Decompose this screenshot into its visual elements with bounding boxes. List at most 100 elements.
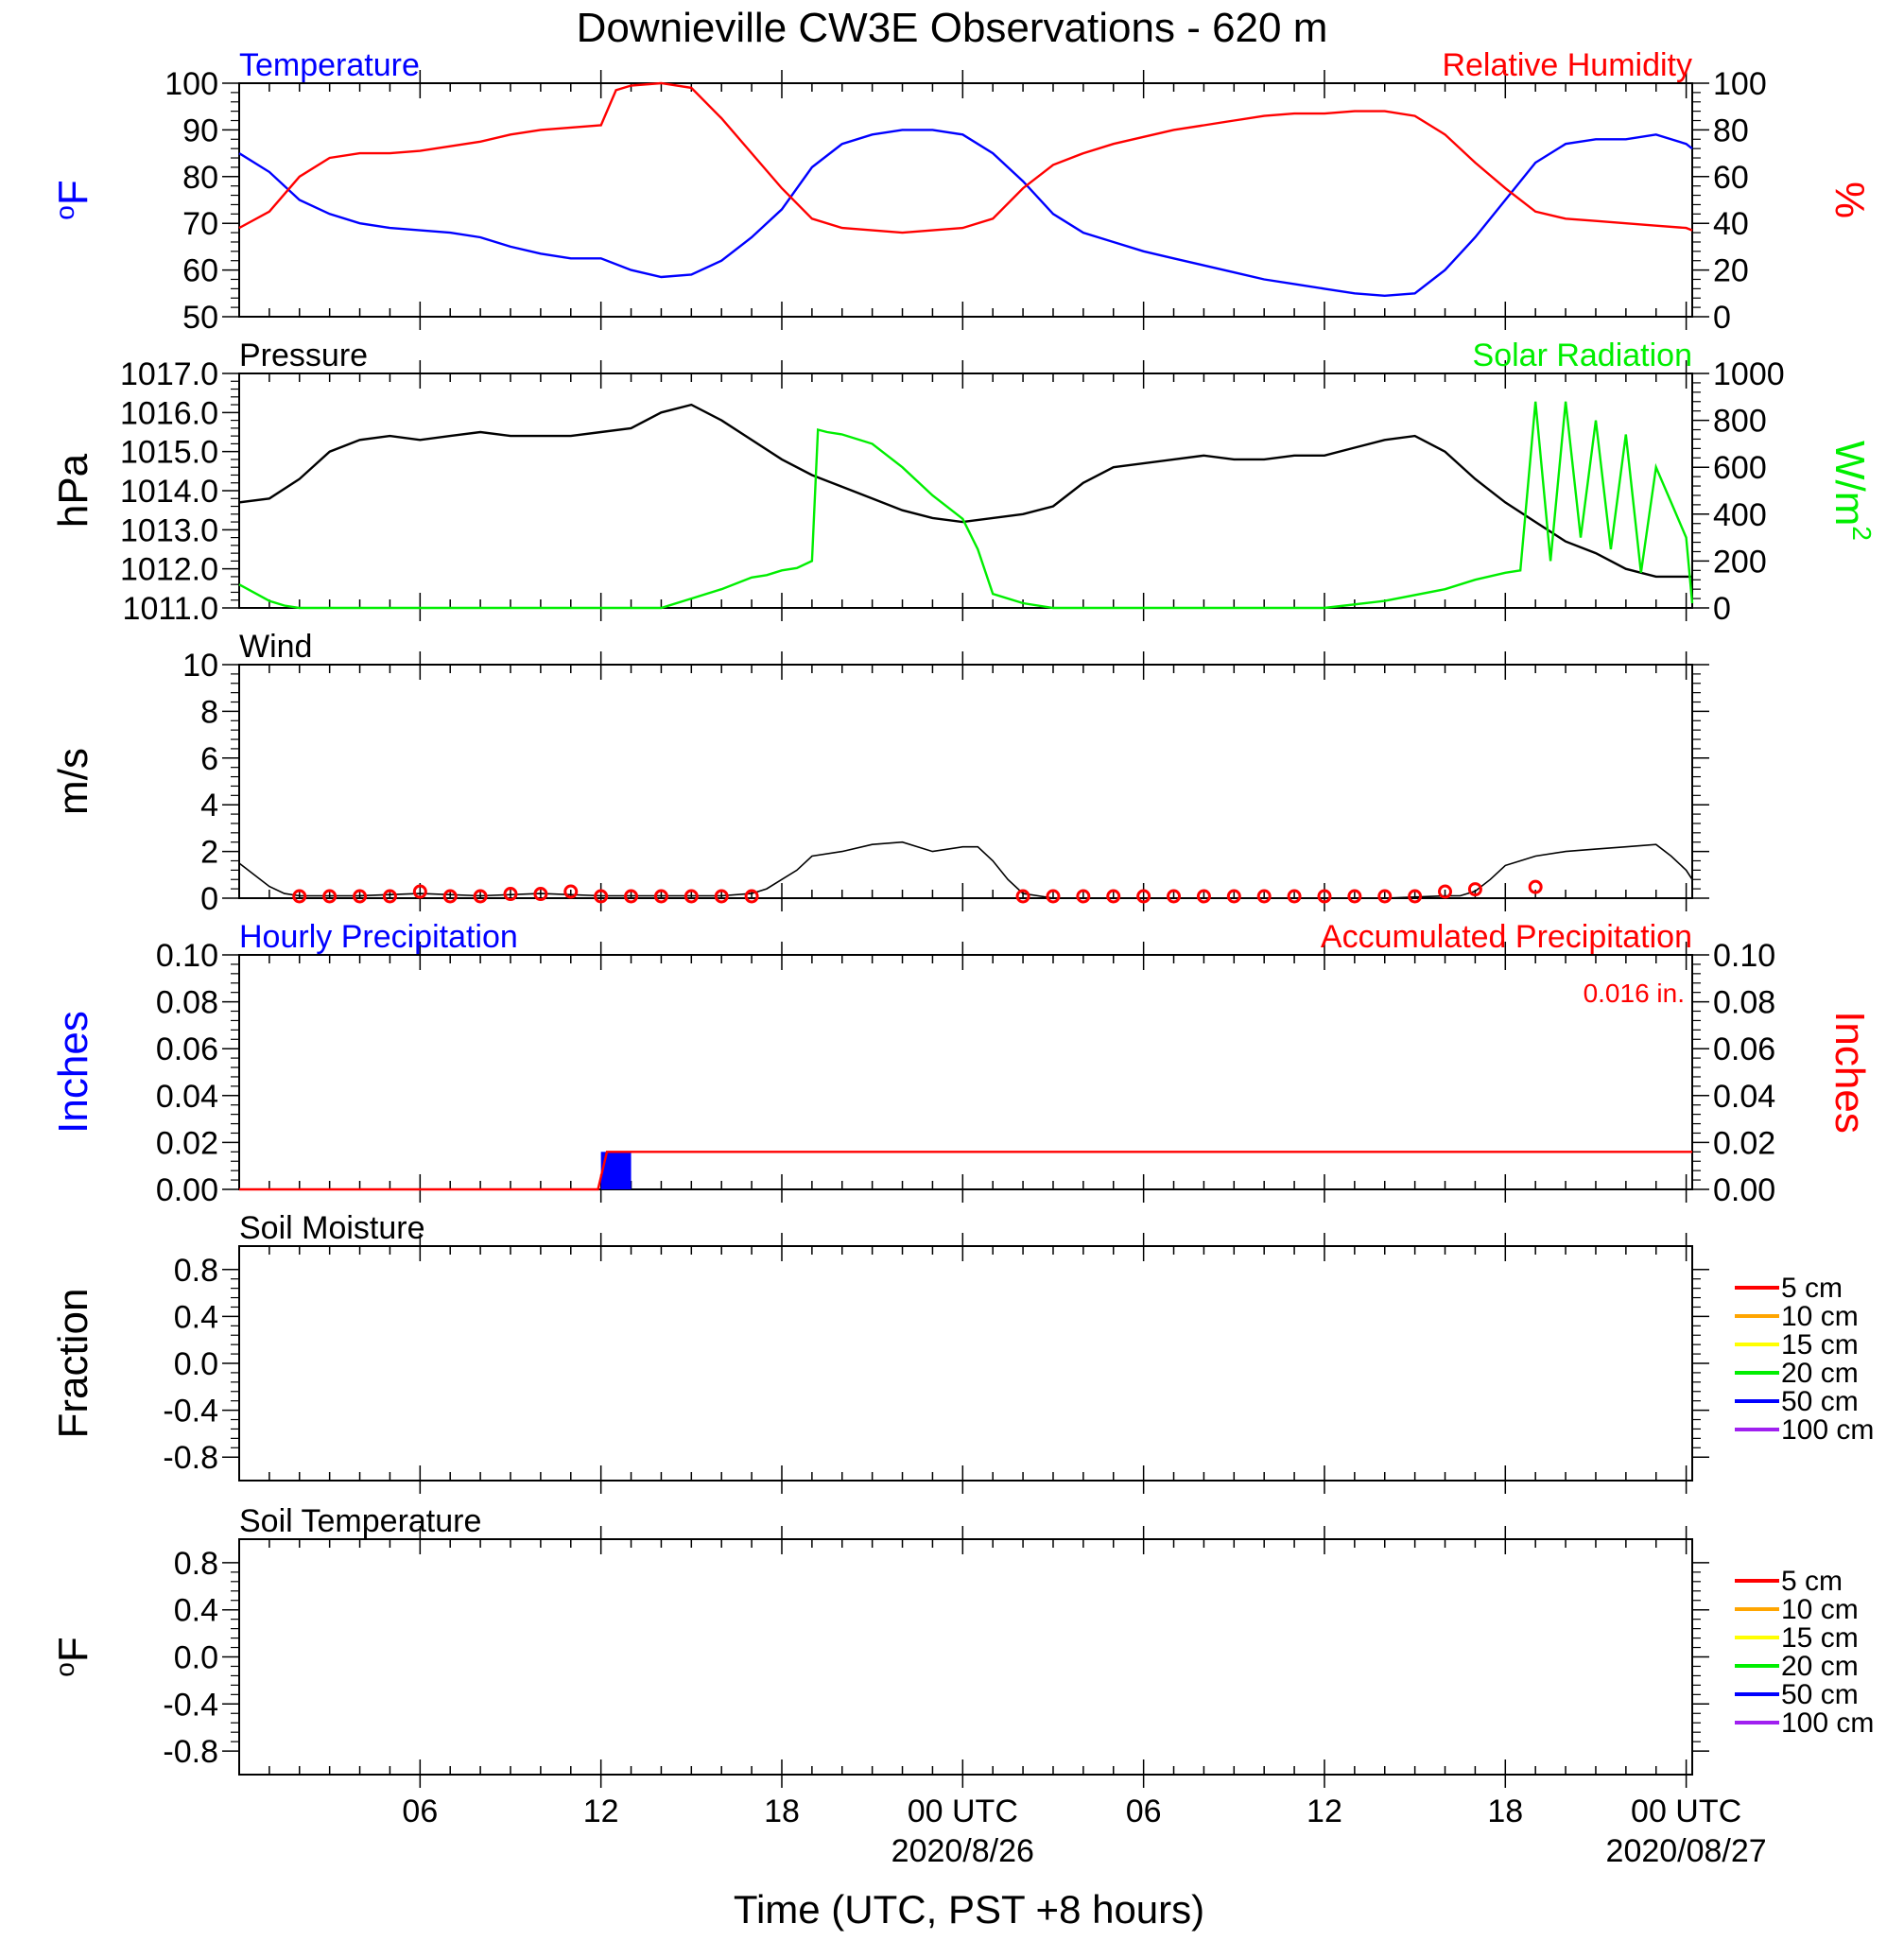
series-line-temperature xyxy=(238,129,1693,298)
wind-barb-marker xyxy=(382,889,397,904)
wind-barb-marker xyxy=(1167,889,1182,904)
y-tick-label-left: 90 xyxy=(182,113,218,148)
y-tick-label-left: 1013.0 xyxy=(120,512,218,548)
panel-title-right: Relative Humidity xyxy=(1442,47,1692,83)
x-date-label: 2020/8/26 xyxy=(891,1833,1034,1869)
legend-label: 5 cm xyxy=(1781,1566,1843,1597)
y-tick-label-left: 4 xyxy=(200,788,218,823)
y-axis-label-right: Inches xyxy=(1826,1011,1873,1134)
legend-label: 10 cm xyxy=(1781,1301,1859,1332)
legend-label: 20 cm xyxy=(1781,1358,1859,1389)
y-axis-label-right: W/m2 xyxy=(1826,441,1877,541)
plot-frame xyxy=(238,664,1693,899)
y-tick-label-left: 0.8 xyxy=(174,1546,218,1582)
wind-barb-marker xyxy=(1317,889,1332,904)
wind-barb-marker xyxy=(624,889,639,904)
legend-label: 20 cm xyxy=(1781,1651,1859,1682)
y-tick-label-right: 40 xyxy=(1713,206,1749,242)
wind-barb-marker xyxy=(1287,889,1302,904)
series-line-accum_precip xyxy=(239,1151,1692,1191)
y-tick-label-left: 0.06 xyxy=(156,1031,218,1067)
y-axis-label-left: Inches xyxy=(50,1011,96,1134)
panel-title-left: Soil Temperature xyxy=(239,1503,481,1539)
series-line-solar xyxy=(238,401,1694,610)
wind-barb-marker xyxy=(1106,889,1121,904)
chart-title: Downieville CW3E Observations - 620 m xyxy=(577,5,1328,51)
y-tick-label-left: -0.8 xyxy=(163,1734,218,1770)
x-tick-label: 00 UTC xyxy=(1631,1794,1741,1829)
y-tick-label-left: 80 xyxy=(182,160,218,196)
wind-barb-marker xyxy=(1015,889,1030,904)
y-tick-label-left: 10 xyxy=(182,648,218,684)
wind-barb-marker xyxy=(1528,879,1543,894)
legend-label: 100 cm xyxy=(1781,1707,1874,1739)
wind-barb-marker xyxy=(1256,889,1272,904)
legend-label: 50 cm xyxy=(1781,1386,1859,1417)
legend-label: 15 cm xyxy=(1781,1622,1859,1654)
y-tick-label-left: -0.4 xyxy=(163,1687,218,1723)
panel-wind: 0 2 4 6 8 10 Wind m/s xyxy=(50,629,1709,917)
panel-title-right: Solar Radiation xyxy=(1473,338,1692,373)
y-tick-label-left: -0.8 xyxy=(163,1440,218,1476)
y-tick-label-right: 200 xyxy=(1713,544,1767,580)
panel-temp-rh: 50 60 70 80 90 100 0 20 40 60 80 100 Temperature Rela… xyxy=(50,47,1873,336)
wind-barb-marker xyxy=(1226,889,1241,904)
wind-barb-marker xyxy=(653,889,668,904)
y-axis-label-left: oF xyxy=(50,1637,96,1676)
wind-barb-marker xyxy=(1076,889,1091,904)
y-tick-label-right: 0 xyxy=(1713,591,1731,627)
plot-frame xyxy=(238,82,1693,318)
y-tick-label-left: 0.4 xyxy=(174,1299,218,1335)
y-tick-label-right: 0.08 xyxy=(1713,985,1775,1021)
wind-barb-marker xyxy=(533,887,548,902)
legend-label: 50 cm xyxy=(1781,1679,1859,1710)
series-line-pressure xyxy=(238,403,1692,579)
wind-barb-marker xyxy=(442,889,458,904)
wind-barb-marker xyxy=(353,889,368,904)
panel-title-left: Pressure xyxy=(239,338,368,373)
y-tick-label-right: 20 xyxy=(1713,253,1749,289)
series-line-wind xyxy=(238,841,1693,899)
plot-frame xyxy=(238,954,1693,1190)
y-tick-label-left: 70 xyxy=(182,206,218,242)
y-tick-label-right: 0.06 xyxy=(1713,1031,1775,1067)
y-tick-label-right: 400 xyxy=(1713,497,1767,533)
wind-barb-marker xyxy=(1136,889,1151,904)
x-axis-label: Time (UTC, PST +8 hours) xyxy=(734,1887,1204,1932)
wind-barb-marker xyxy=(503,887,518,902)
panel-soil-moisture: -0.8 -0.4 0.0 0.4 0.8 Soil Moisture Fraction 5 … xyxy=(50,1210,1874,1494)
y-tick-label-left: 0.8 xyxy=(174,1253,218,1289)
y-axis-label-left: m/s xyxy=(50,748,96,815)
y-tick-label-left: 1011.0 xyxy=(123,591,218,627)
y-tick-label-left: 1017.0 xyxy=(120,356,218,392)
y-tick-label-left: 0.08 xyxy=(156,985,218,1021)
legend-label: 5 cm xyxy=(1781,1273,1843,1304)
wind-barb-marker xyxy=(1377,889,1393,904)
wind-barb-marker xyxy=(1046,889,1061,904)
y-axis-label-right: % xyxy=(1826,182,1873,218)
wind-barb-marker xyxy=(563,884,579,899)
y-tick-label-left: 0.02 xyxy=(156,1125,218,1161)
plot-frame xyxy=(238,373,1693,609)
y-tick-label-right: 0.02 xyxy=(1713,1125,1775,1161)
x-date-label: 2020/08/27 xyxy=(1606,1833,1767,1869)
x-tick-label: 06 xyxy=(402,1794,438,1829)
y-tick-label-left: 100 xyxy=(164,66,218,102)
y-tick-label-left: 6 xyxy=(200,741,218,777)
y-tick-label-left: 0.10 xyxy=(156,938,218,974)
y-tick-label-left: 50 xyxy=(182,300,218,336)
y-tick-label-left: 1016.0 xyxy=(120,395,218,431)
y-tick-label-left: 0.0 xyxy=(174,1346,218,1382)
wind-barb-marker xyxy=(412,884,427,899)
panel-title-left: Wind xyxy=(239,629,312,665)
x-tick-label: 18 xyxy=(1487,1794,1523,1829)
plot-frame xyxy=(238,1538,1693,1776)
y-tick-label-left: 0 xyxy=(200,881,218,917)
y-tick-label-left: 0.04 xyxy=(156,1079,218,1115)
wind-barb-marker xyxy=(1467,882,1482,897)
wind-barb-marker xyxy=(744,889,759,904)
x-tick-label: 00 UTC xyxy=(908,1794,1018,1829)
y-tick-label-left: 0.00 xyxy=(156,1172,218,1208)
panel-precip: 0.00 0.02 0.04 0.06 0.08 0.10 0.00 0.02 0.04 0.06… xyxy=(50,919,1873,1208)
